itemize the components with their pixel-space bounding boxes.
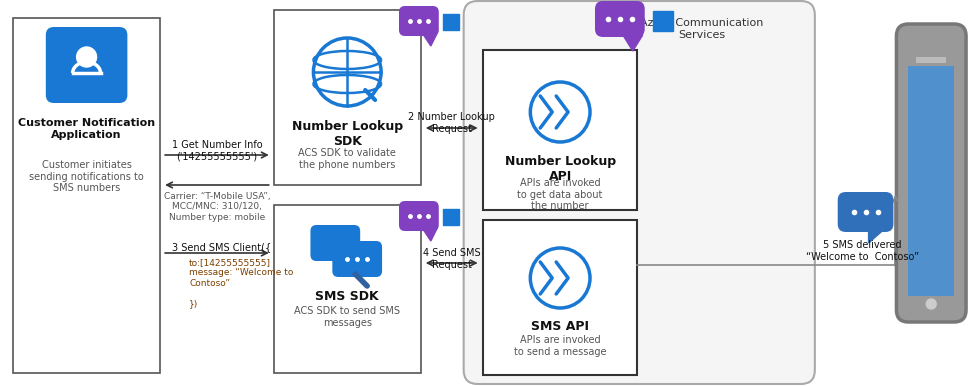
FancyBboxPatch shape <box>399 6 439 36</box>
Text: 5 SMS delivered
“Welcome to  Contoso”: 5 SMS delivered “Welcome to Contoso” <box>806 240 919 262</box>
Bar <box>482 220 637 375</box>
Text: APIs are invoked
to get data about
the number: APIs are invoked to get data about the n… <box>517 178 603 211</box>
Text: 3 Send SMS Client({: 3 Send SMS Client({ <box>172 242 271 252</box>
Text: SMS SDK: SMS SDK <box>316 290 379 303</box>
FancyBboxPatch shape <box>311 225 361 261</box>
FancyBboxPatch shape <box>595 1 645 37</box>
Polygon shape <box>623 35 643 51</box>
Circle shape <box>76 47 97 67</box>
Polygon shape <box>422 34 437 46</box>
Bar <box>916 57 946 63</box>
Text: ACS SDK to validate
the phone numbers: ACS SDK to validate the phone numbers <box>298 148 396 169</box>
Text: Number Lookup
API: Number Lookup API <box>505 155 615 183</box>
Bar <box>273 10 420 185</box>
Text: 2 Number Lookup
Request: 2 Number Lookup Request <box>409 112 495 134</box>
Text: to:[14255555555]
message: “Welcome to
Contoso”

}): to:[14255555555] message: “Welcome to Co… <box>189 258 293 308</box>
Bar <box>13 18 160 373</box>
Text: ACS SDK to send SMS
messages: ACS SDK to send SMS messages <box>294 306 400 328</box>
Text: Azure Communication
Services: Azure Communication Services <box>640 18 763 40</box>
Bar <box>273 205 420 373</box>
Text: Carrier: “T-Mobile USA”,
MCC/MNC: 310/120,
Number type: mobile: Carrier: “T-Mobile USA”, MCC/MNC: 310/12… <box>164 192 270 222</box>
Text: Customer Notification
Application: Customer Notification Application <box>18 118 155 140</box>
FancyBboxPatch shape <box>897 24 966 322</box>
FancyBboxPatch shape <box>332 241 382 277</box>
Bar <box>482 50 637 210</box>
FancyBboxPatch shape <box>838 192 894 232</box>
Polygon shape <box>868 229 885 243</box>
Polygon shape <box>422 229 437 241</box>
FancyBboxPatch shape <box>46 27 127 103</box>
Bar <box>908 66 955 296</box>
FancyBboxPatch shape <box>464 1 814 384</box>
Text: Number Lookup
SDK: Number Lookup SDK <box>292 120 403 148</box>
Text: SMS API: SMS API <box>531 320 589 333</box>
FancyBboxPatch shape <box>399 201 439 231</box>
Circle shape <box>926 299 936 309</box>
Text: APIs are invoked
to send a message: APIs are invoked to send a message <box>514 335 607 357</box>
Text: Customer initiates
sending notifications to
SMS numbers: Customer initiates sending notifications… <box>29 160 144 193</box>
Text: 1 Get Number Info
('14255555555'): 1 Get Number Info ('14255555555') <box>172 140 263 162</box>
Text: 4 Send SMS
Request: 4 Send SMS Request <box>423 248 480 269</box>
